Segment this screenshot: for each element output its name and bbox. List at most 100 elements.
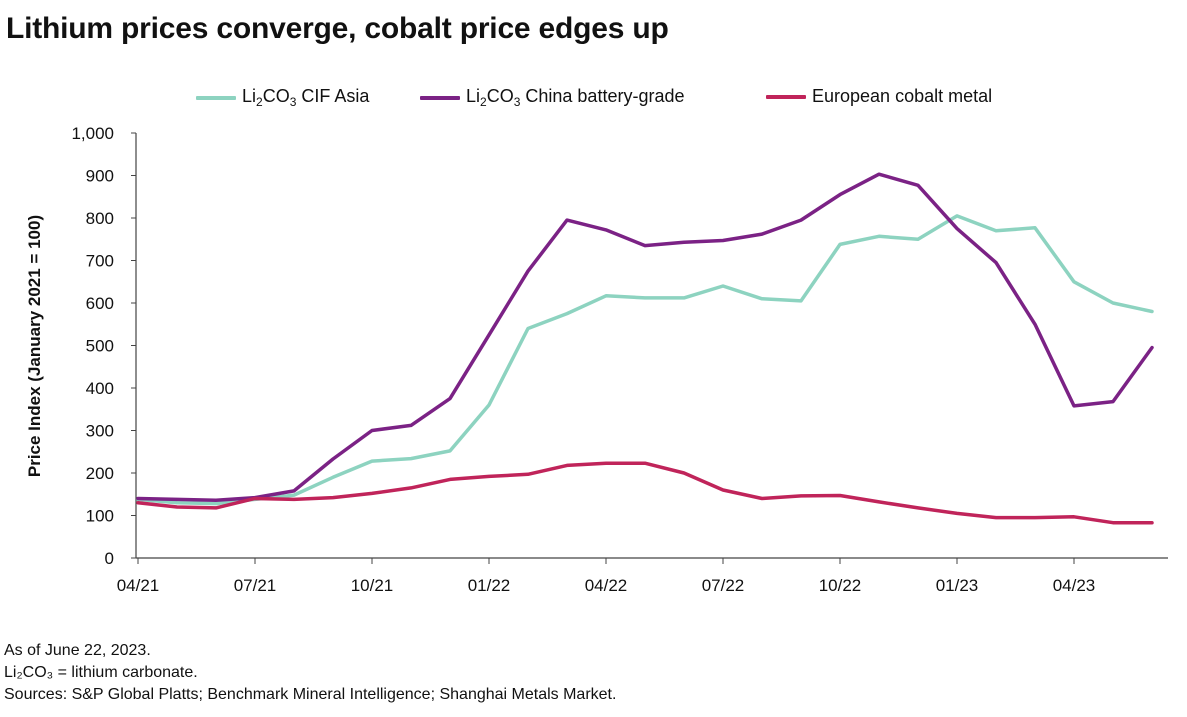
data-point [175,505,179,509]
x-axis-ticks: 04/21 07/21 10/21 01/22 04/22 07/22 10/22 01/23… [117,558,1096,595]
data-point [487,333,491,337]
data-point [526,327,530,330]
note-definition: Li₂CO₃ = lithium carbonate. [4,664,198,681]
x-tick-label: 01/23 [936,576,979,595]
data-point [1033,226,1037,229]
x-tick-label: 07/21 [234,576,277,595]
data-point [760,297,764,300]
data-point [721,284,725,288]
chart-notes: As of June 22, 2023. Li₂CO₃ = lithium ca… [4,640,616,706]
data-point [682,471,686,475]
y-tick-label: 700 [86,252,114,271]
data-point [1111,521,1115,524]
series-line-li2co3-cif-asia [136,214,1154,506]
data-point [565,218,569,222]
data-point [292,498,296,501]
data-point [838,494,842,497]
data-point [409,424,413,427]
data-point [370,492,374,495]
data-point [526,473,530,476]
y-tick-label: 0 [105,549,114,568]
y-axis-title: Price Index (January 2021 = 100) [25,215,44,477]
data-point [877,173,881,176]
data-point [448,449,452,453]
chart-title: Lithium prices converge, cobalt price ed… [6,12,669,45]
data-point [1150,310,1154,313]
legend-label-european-cobalt-metal: European cobalt metal [812,86,993,106]
data-point [877,235,881,238]
series-lines [136,172,1154,525]
data-point [331,457,335,461]
data-point [1150,346,1154,349]
data-point [292,489,296,493]
data-point [994,261,998,264]
data-point [565,312,569,315]
y-tick-label: 600 [86,294,114,313]
data-point [136,501,140,504]
data-point [1072,515,1076,518]
series-line-li2co3-china-battery-grade [136,172,1154,502]
x-tick-label: 04/23 [1053,576,1096,595]
data-point [1111,301,1115,305]
data-point [760,497,764,500]
data-point [955,512,959,515]
legend-item-li2co3-cif-asia: Li2CO3 CIF Asia [196,86,369,109]
x-tick-label: 04/21 [117,576,160,595]
data-point [721,239,725,242]
y-axis-ticks: 0 100 200 300 400 500 600 700 800 900 1,000 [71,124,136,568]
data-point [682,241,686,244]
data-point [799,494,803,498]
data-point [214,499,218,502]
y-tick-label: 1,000 [71,124,114,143]
legend-swatch-li2co3-cif-asia [196,95,236,100]
data-point [448,478,452,481]
y-tick-label: 800 [86,209,114,228]
data-point [409,486,413,490]
y-tick-label: 300 [86,422,114,441]
data-point [994,516,998,519]
y-tick-label: 500 [86,337,114,356]
data-point [331,476,335,479]
data-point [643,244,647,247]
legend-swatch-li2co3-china-battery-grade [420,95,460,100]
data-point [799,218,803,222]
data-point [604,462,608,465]
data-point [526,269,530,273]
data-point [838,193,842,196]
data-point [331,496,335,499]
x-tick-label: 10/22 [819,576,862,595]
data-point [253,497,257,500]
x-tick-label: 07/22 [702,576,745,595]
data-point [1150,521,1154,524]
data-point [604,294,608,297]
data-point [838,243,842,246]
data-point [643,462,647,465]
data-point [682,296,686,300]
data-point [487,403,491,407]
data-point [1072,404,1076,408]
data-point [643,296,647,300]
data-point [916,506,920,510]
y-tick-label: 900 [86,167,114,186]
data-point [1072,280,1076,283]
data-point [370,459,374,463]
note-sources: Sources: S&P Global Platts; Benchmark Mi… [4,686,617,703]
y-tick-label: 100 [86,507,114,526]
legend-item-li2co3-china-battery-grade: Li2CO3 China battery-grade [420,86,684,109]
legend-label-li2co3-cif-asia: Li2CO3 CIF Asia [242,86,370,109]
data-point [1033,323,1037,326]
data-point [292,493,296,497]
data-point [1033,516,1037,519]
x-tick-label: 01/22 [468,576,511,595]
data-point [916,238,920,241]
data-point [487,475,491,478]
data-point [799,299,803,303]
data-point [916,184,920,187]
chart-legend: Li2CO3 CIF Asia Li2CO3 China battery-gra… [0,86,1187,114]
data-point [1111,400,1115,403]
data-point [760,232,764,236]
x-tick-label: 04/22 [585,576,628,595]
legend-item-european-cobalt-metal: European cobalt metal [766,86,992,107]
data-point [565,464,569,467]
